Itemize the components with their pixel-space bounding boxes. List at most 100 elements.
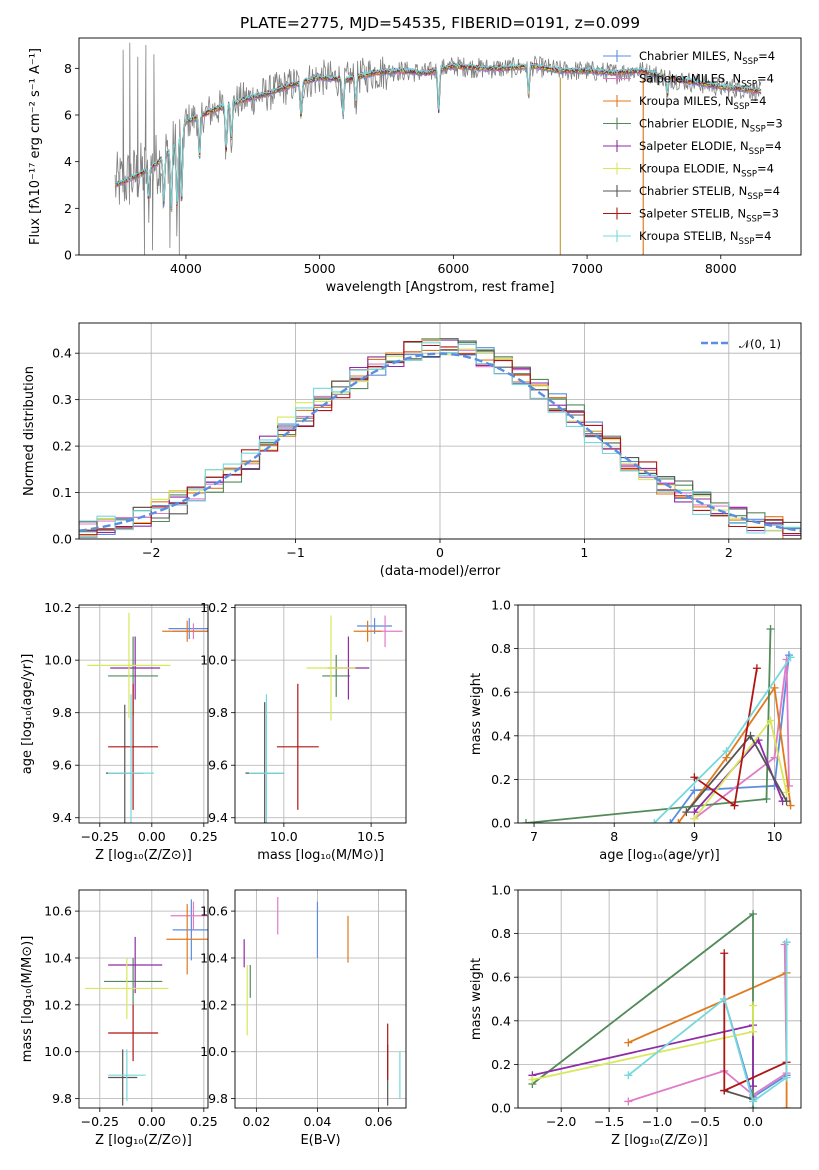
hist-plot-area: [79, 338, 801, 539]
residual_hist-ytick-label-4: 0.4: [52, 346, 72, 361]
spectrum-legend-label-1: Salpeter MILES, NSSP=4: [639, 72, 774, 90]
weight_vs_Z-ytick-label-2: 0.4: [491, 1013, 511, 1028]
weight_vs_age-marker-chabrier_miles: [690, 786, 699, 795]
weight_vs_Z-marker-kroupa_elodie: [528, 1075, 537, 1084]
weight_vs_age-marker-chabrier_stelib: [682, 808, 691, 817]
spectrum-ytick-label-1: 2: [64, 201, 72, 216]
legend-label-sub: SSP: [741, 80, 757, 90]
weight_vs_age-axes: 7 8 9 10 0.0 0.2 0.4 0.6 0.8 1.0 age [log₁₀(age/yr…: [469, 598, 802, 863]
hist-legend-label: 𝒩(0, 1): [739, 337, 781, 351]
mass_vs_Z-ytick-label-1: 10.0: [44, 1044, 72, 1059]
weight_vs_Z-marker-kroupa_stelib: [782, 938, 791, 947]
mass_vs_ebv-axes: 0.02 0.04 0.06 9.8 10.0 10.2 10.4 10.6 E(B-V): [200, 889, 407, 1148]
legend-label-sub: SSP: [749, 147, 765, 157]
weight_vs_Z-ytick-label-4: 0.8: [491, 926, 511, 941]
mass_vs_ebv-xtick-label-2: 0.06: [365, 1114, 393, 1129]
legend-label-suffix: =4: [754, 229, 771, 243]
residual_hist-xtick-label-3: 1: [580, 545, 588, 560]
legend-label-sub: SSP: [746, 215, 762, 225]
weight_vs_age-ytick-label-5: 1.0: [491, 598, 511, 613]
residual_hist-ytick-label-0: 0.0: [52, 532, 72, 547]
mass_vs_ebv-ytick-label-2: 10.2: [200, 997, 228, 1012]
legend-label-sub: SSP: [734, 102, 750, 112]
mass_vs_Z-xtick-label-1: 0.00: [138, 1114, 166, 1129]
spectrum-xtick-label-3: 7000: [571, 261, 603, 276]
residual_hist-ylabel: Normed distribution: [22, 366, 37, 496]
residual_hist-ytick-label-1: 0.1: [52, 485, 72, 500]
spectrum-legend-label-7: Salpeter STELIB, NSSP=3: [639, 207, 779, 225]
weight_vs_age-line-chabrier_miles: [669, 655, 790, 823]
normal-curve: [79, 352, 801, 533]
legend-label-sub: SSP: [747, 192, 763, 202]
legend-label-sub: SSP: [741, 170, 757, 180]
weight_vs_Z-xtick-label-4: 0.0: [743, 1114, 763, 1129]
age_vs_Z-xlabel: Z [log₁₀(Z/Z⊙)]: [95, 848, 192, 863]
weight_vs_Z-plot-area: [528, 909, 791, 1108]
weight_vs_age-frame: [517, 604, 802, 824]
weight_vs_age-ytick-label-2: 0.4: [491, 728, 511, 743]
weight_vs_age-line-kroupa_miles: [677, 685, 792, 823]
residual_hist-ytick-label-2: 0.2: [52, 439, 72, 454]
weight_vs_age-line-chabrier_stelib: [685, 734, 788, 813]
weight_vs_age-marker-kroupa_elodie: [766, 716, 775, 725]
legend-label-suffix: =3: [762, 207, 779, 221]
legend-label-sub: SSP: [739, 237, 755, 247]
weight_vs_age-marker-chabrier_stelib: [782, 797, 791, 806]
mass_vs_Z-axes: −0.25 0.00 0.25 9.8 10.0 10.2 10.4 10.6 Z [log₁₀…: [20, 889, 218, 1148]
weight_vs_age-marker-salpeter_stelib: [730, 801, 739, 810]
weight_vs_Z-line-kroupa_stelib: [627, 942, 788, 1103]
mass_vs_Z-xtick-label-2: 0.25: [190, 1114, 218, 1129]
weight_vs_age-marker-chabrier_stelib: [746, 731, 755, 740]
spectrum-data-line: [114, 42, 762, 255]
weight_vs_age-xtick-label-3: 10: [767, 829, 783, 844]
age_vs_Z-ytick-label-4: 10.2: [44, 600, 72, 615]
spectrum-title: PLATE=2775, MJD=54535, FIBERID=0191, z=0…: [240, 14, 640, 32]
weight_vs_Z-xtick-label-2: −1.0: [642, 1114, 672, 1129]
weight_vs_Z-axes: −2.0 −1.5 −1.0 −0.5 0.0 0.0 0.2 0.4 0.6 0.8 1.0 Z […: [469, 883, 802, 1148]
age_vs_Z-ytick-label-3: 10.0: [44, 653, 72, 668]
legend-label-text: Kroupa STELIB, N: [639, 229, 739, 243]
weight_vs_age-marker-kroupa_stelib: [722, 747, 731, 756]
legend-label-suffix: =4: [757, 72, 774, 86]
age_vs_Z-ytick-label-2: 9.8: [52, 705, 72, 720]
weight_vs_age-line-salpeter_miles: [693, 659, 790, 820]
legend-label-suffix: =4: [763, 184, 780, 198]
weight_vs_Z-xlabel: Z [log₁₀(Z/Z⊙)]: [611, 1133, 708, 1148]
weight_vs_age-marker-kroupa_elodie: [782, 788, 791, 797]
legend-label-text: Kroupa ELODIE, N: [639, 162, 741, 176]
spectrum-ytick-label-2: 4: [64, 154, 72, 169]
residual_hist-xtick-label-2: 0: [436, 545, 444, 560]
weight_vs_Z-marker-salpeter_elodie: [749, 1082, 758, 1091]
weight_vs_age-plot-area: [522, 624, 795, 823]
age_vs_Z-plot-area: [87, 612, 208, 823]
spectrum-frame: [78, 37, 802, 256]
weight_vs_age-xtick-label-1: 8: [610, 829, 618, 844]
weight_vs_age-xlabel: age [log₁₀(age/yr)]: [599, 848, 720, 863]
weight_vs_Z-marker-kroupa_miles: [782, 1104, 791, 1108]
mass_vs_ebv-xlabel: E(B-V): [300, 1133, 340, 1148]
mass_vs_ebv-xtick-label-1: 0.04: [304, 1114, 332, 1129]
age_vs_mass-ytick-label-1: 9.6: [208, 758, 228, 773]
residual_hist-ytick-label-3: 0.3: [52, 392, 72, 407]
mass_vs_ebv-plot-area: [243, 897, 401, 1106]
spectrum-ytick-label-3: 6: [64, 108, 72, 123]
weight_vs_age-ytick-label-0: 0.0: [491, 816, 511, 831]
weight_vs_age-marker-kroupa_stelib: [786, 653, 795, 662]
age_vs_mass-frame: [234, 604, 407, 824]
legend-label-text: Chabrier STELIB, N: [639, 184, 747, 198]
weight_vs_age-marker-chabrier_elodie: [762, 795, 771, 804]
weight_vs_Z-ytick-label-5: 1.0: [491, 883, 511, 898]
spectrum-legend-label-6: Chabrier STELIB, NSSP=4: [639, 184, 780, 202]
weight_vs_age-line-chabrier_elodie: [525, 628, 772, 823]
age_vs_Z-ytick-label-1: 9.6: [52, 758, 72, 773]
spectrum-legend-label-2: Kroupa MILES, NSSP=4: [639, 94, 766, 112]
age_vs_mass-xlabel: mass [log₁₀(M/M⊙)]: [257, 848, 384, 863]
spectrum-legend-label-0: Chabrier MILES, NSSP=4: [639, 49, 775, 67]
weight_vs_Z-marker-chabrier_elodie: [749, 909, 758, 918]
legend-label-text: Kroupa MILES, N: [639, 94, 734, 108]
weight_vs_Z-xtick-label-1: −1.5: [594, 1114, 624, 1129]
legend-label-text: Salpeter MILES, N: [639, 72, 741, 86]
weight_vs_age-marker-kroupa_miles: [770, 683, 779, 692]
weight_vs_Z-line-chabrier_stelib: [724, 1089, 754, 1101]
